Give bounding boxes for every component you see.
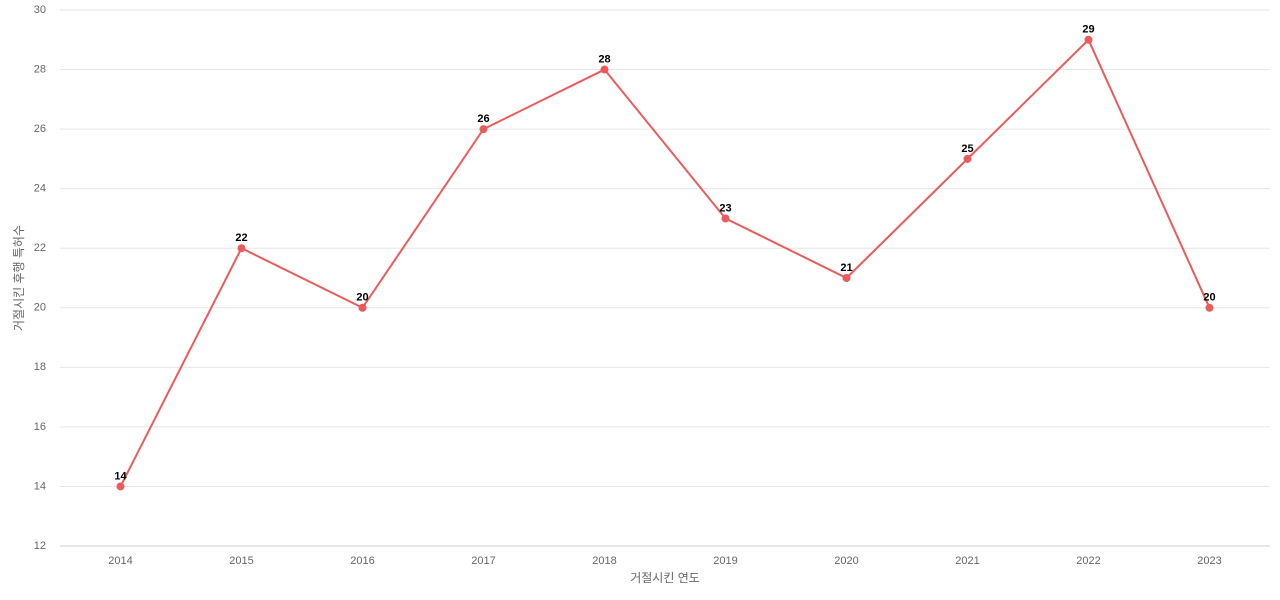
data-label: 28: [598, 53, 610, 65]
x-tick-label: 2015: [229, 555, 253, 567]
data-label: 20: [1203, 292, 1215, 304]
y-tick-label: 26: [34, 123, 46, 135]
marker: [963, 154, 972, 163]
marker: [1205, 303, 1214, 312]
y-tick-label: 30: [34, 4, 46, 16]
data-label: 14: [114, 470, 127, 482]
y-tick-label: 18: [34, 361, 46, 373]
data-label: 23: [719, 202, 731, 214]
x-axis-title: 거절시킨 연도: [630, 571, 700, 585]
marker: [842, 274, 851, 282]
line: [119, 38, 1211, 487]
x-tick-label: 2017: [471, 555, 495, 567]
data-label: 26: [477, 113, 489, 125]
x-tick-label: 2022: [1076, 555, 1100, 567]
y-tick-label: 14: [34, 480, 46, 492]
data-label: 22: [235, 232, 247, 244]
marker: [600, 65, 609, 74]
y-tick-label: 24: [34, 183, 46, 195]
x-tick-label: 2014: [108, 555, 132, 567]
y-tick-label: 12: [34, 540, 46, 552]
x-tick-label: 2019: [713, 555, 737, 567]
y-tick-label: 22: [34, 242, 46, 254]
data-label: 29: [1082, 24, 1094, 36]
y-tick-label: 16: [34, 421, 46, 433]
x-tick-label: 2023: [1197, 555, 1221, 567]
marker: [721, 214, 730, 223]
x-tick-label: 2016: [350, 555, 374, 567]
x-tick-label: 2020: [834, 555, 858, 567]
marker: [116, 482, 125, 491]
data-label: 20: [356, 292, 368, 304]
marker: [479, 125, 488, 134]
y-tick-label: 20: [34, 302, 46, 314]
x-tick-label: 2018: [592, 555, 616, 567]
marker: [1084, 35, 1093, 44]
y-tick-label: 28: [34, 63, 46, 75]
marker: [237, 244, 246, 253]
x-tick-label: 2021: [955, 555, 979, 567]
marker: [358, 303, 367, 312]
data-label: 21: [840, 262, 852, 274]
data-label: 25: [961, 143, 973, 155]
y-axis-title: 거절시킨 후행 특허수: [11, 225, 26, 331]
